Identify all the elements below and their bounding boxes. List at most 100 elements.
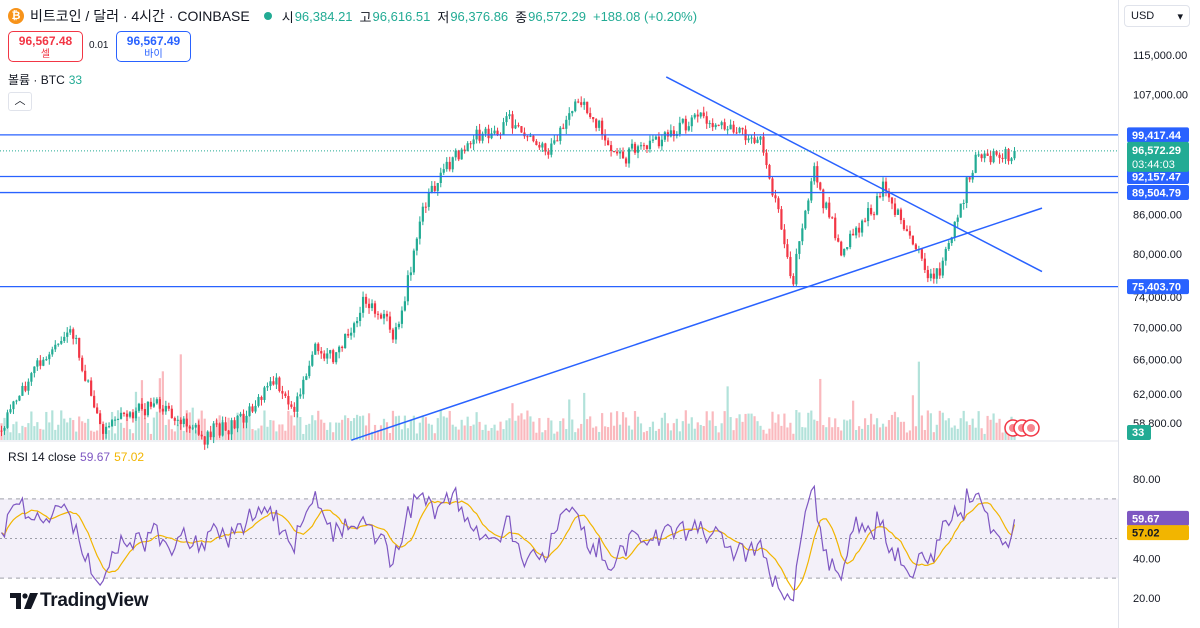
price-tick-label: 74,000.00 [1133,292,1182,304]
candle-body [400,310,404,324]
volume-bar [878,427,882,440]
volume-bar [908,430,912,440]
volume-bar [290,415,293,440]
volume-bar [478,421,481,440]
candle-body [113,419,117,421]
rsi-legend[interactable]: RSI 14 close 59.67 57.02 [8,450,144,464]
volume-bar [618,424,622,440]
volume-bar [735,418,738,440]
candle-body [687,126,690,131]
volume-bar [651,421,655,440]
volume-bar [893,411,897,440]
close-key: 종 [515,9,528,25]
candle-body [472,139,475,145]
volume-bar [792,433,795,440]
candle-body [87,380,90,382]
volume-bar [355,414,359,440]
low-key: 저 [437,9,450,25]
volume-bar [580,423,583,440]
volume-bar [15,421,18,440]
candle-body [63,336,66,341]
volume-bar [424,417,427,440]
candle-body [956,217,959,222]
volume-bar [926,410,929,440]
candle-body [609,145,613,152]
candle-body [119,412,123,419]
volume-bar [774,422,777,440]
candle-body [732,124,735,133]
candle-body [604,134,607,141]
candle-body [236,415,239,429]
volume-bar [155,411,158,440]
candle-body [774,195,777,199]
buy-button[interactable]: 96,567.49 바이 [116,31,191,62]
tradingview-logo[interactable]: TradingView [10,590,149,612]
candle-body [875,196,879,215]
level-price-label-bg [1127,127,1189,143]
volume-bar [929,413,932,440]
candle-body [385,313,389,317]
candle-body [508,114,511,117]
volume-bar [589,416,592,440]
volume-bar [36,422,39,440]
volume-bar [33,426,36,440]
volume-bar [412,415,415,440]
volume-bar [711,411,714,440]
volume-bar [601,413,604,440]
candle-body [846,247,849,249]
collapse-button[interactable]: ︿ [8,92,32,111]
volume-bar [361,415,365,440]
volume-bar [170,429,173,440]
volume-bar [899,421,903,440]
volume-bar [642,432,646,440]
candle-body [798,241,801,254]
volume-bar [834,418,837,440]
volume-bar [681,421,684,440]
candle-body [182,418,185,425]
symbol-title[interactable]: 비트코인 / 달러 · 4시간 · COINBASE [30,8,250,24]
volume-bar [795,410,798,440]
candle-body [965,177,968,204]
volume-bar [248,411,251,440]
candle-body [104,426,108,434]
rsi-ma-axis-label: 57.02 [1132,528,1160,540]
sell-button[interactable]: 96,567.48 셀 [8,31,83,62]
candle-body [681,118,684,123]
candle-body [430,185,433,194]
bitcoin-icon[interactable]: ₿ [8,8,24,24]
volume-bar [87,418,90,440]
level-price-label: 99,417.44 [1132,130,1182,142]
candle-body [529,135,532,137]
candle-body [959,203,962,218]
candle-body [627,148,631,164]
volume-bar [947,418,950,440]
candle-body [448,161,451,170]
candle-body [78,337,81,358]
volume-axis-label: 33 [1132,427,1144,439]
volume-bar [607,427,610,440]
volume-bar [397,415,401,440]
volume-bar [472,424,475,440]
volume-bar [90,430,93,440]
candle-body [816,166,819,183]
volume-bar [454,426,457,440]
volume-bar [272,420,275,440]
currency-select[interactable]: USD ▾ [1124,5,1190,27]
candle-body [48,354,51,360]
volume-bar [858,426,861,440]
volume-bar [0,423,3,440]
volume-bar [837,427,840,440]
candle-body [950,237,953,244]
candle-body [935,268,938,279]
candle-body [227,430,230,435]
candle-body [837,238,840,242]
volume-bar [965,421,968,440]
candle-body [538,145,541,148]
volume-bar [364,425,368,440]
volume-legend[interactable]: 볼륨 · BTC 33 [8,71,82,88]
candle-body [245,415,248,423]
volume-bar [421,415,424,440]
candle-body [224,422,227,431]
candle-body [361,296,365,313]
